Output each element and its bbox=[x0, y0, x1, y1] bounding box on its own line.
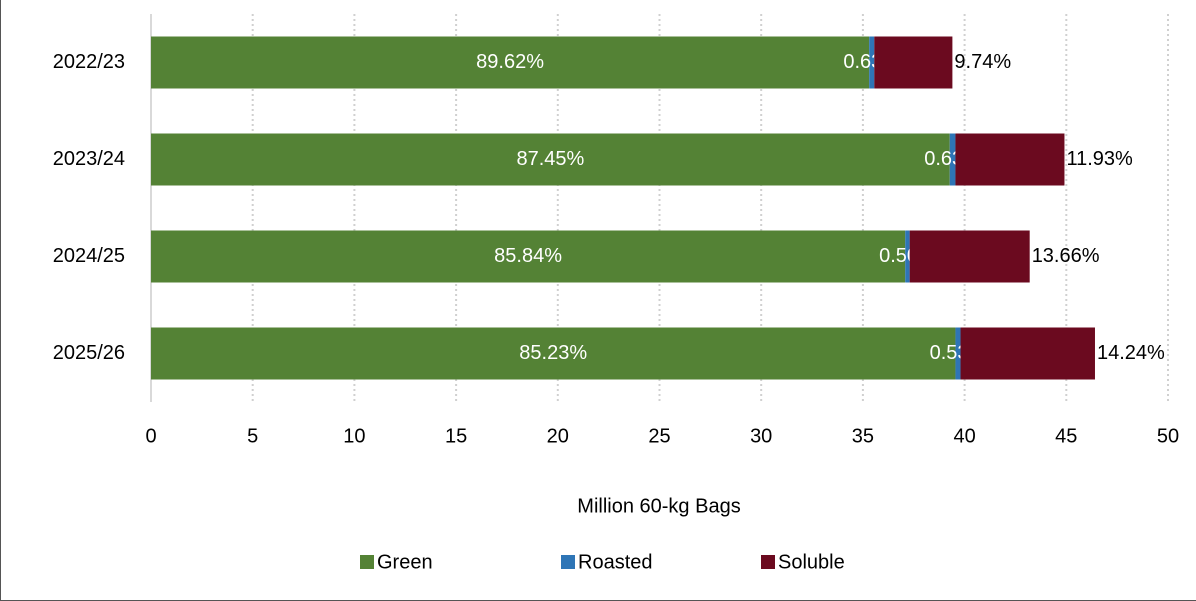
legend-swatch bbox=[360, 555, 374, 569]
bar-segment bbox=[151, 327, 956, 380]
x-tick-label: 35 bbox=[852, 425, 874, 447]
data-label: 11.93% bbox=[1066, 148, 1133, 170]
y-tick-label: 2025/26 bbox=[53, 342, 125, 364]
y-tick-label: 2022/23 bbox=[53, 51, 125, 73]
bar-segment bbox=[960, 327, 1095, 380]
data-label: 9.74% bbox=[954, 51, 1011, 73]
data-label: 13.66% bbox=[1032, 245, 1100, 267]
bar-segment bbox=[151, 133, 950, 186]
bar-segment bbox=[909, 230, 1030, 283]
bar-segment bbox=[949, 133, 956, 186]
legend-label: Soluble bbox=[778, 551, 845, 573]
y-tick-label: 2024/25 bbox=[53, 245, 125, 267]
x-tick-label: 30 bbox=[750, 425, 772, 447]
x-tick-label: 5 bbox=[247, 425, 258, 447]
data-label: 85.23% bbox=[519, 342, 587, 364]
data-label: 14.24% bbox=[1097, 342, 1165, 364]
data-label: 85.84% bbox=[494, 245, 562, 267]
bar-segment bbox=[874, 36, 953, 89]
x-tick-label: 15 bbox=[445, 425, 467, 447]
legend-label: Green bbox=[377, 551, 433, 573]
x-tick-label: 10 bbox=[343, 425, 365, 447]
x-axis-title: Million 60-kg Bags bbox=[577, 495, 740, 517]
x-tick-label: 25 bbox=[648, 425, 670, 447]
bar-segment bbox=[151, 230, 906, 283]
bar-segment bbox=[151, 36, 870, 89]
legend-swatch bbox=[761, 555, 775, 569]
bar-segment bbox=[955, 327, 961, 380]
data-label: 89.62% bbox=[476, 51, 544, 73]
y-tick-label: 2023/24 bbox=[53, 148, 125, 170]
x-tick-label: 40 bbox=[953, 425, 975, 447]
bar-segment bbox=[869, 36, 875, 89]
legend-label: Roasted bbox=[578, 551, 653, 573]
data-label: 87.45% bbox=[516, 148, 584, 170]
x-tick-label: 20 bbox=[547, 425, 569, 447]
bar-segment bbox=[955, 133, 1065, 186]
x-tick-label: 45 bbox=[1055, 425, 1077, 447]
x-tick-label: 0 bbox=[145, 425, 156, 447]
legend-swatch bbox=[561, 555, 575, 569]
bar-segment bbox=[905, 230, 910, 283]
x-tick-label: 50 bbox=[1157, 425, 1179, 447]
